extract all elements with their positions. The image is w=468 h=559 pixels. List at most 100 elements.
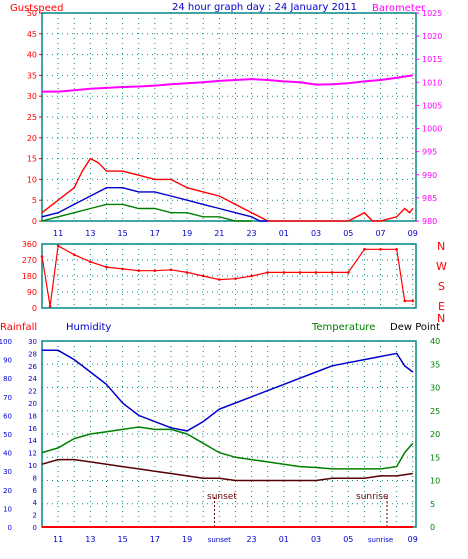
humidity-y-tick: 16	[28, 425, 37, 433]
temp-y-tick: 35	[430, 360, 440, 369]
wind-x-tick: 11	[53, 229, 63, 238]
wind-x-tick: 07	[375, 229, 385, 238]
sunrise-x-tick: sunrise	[368, 536, 393, 544]
barometer-label: Barometer	[372, 3, 426, 14]
direction-point	[169, 268, 173, 272]
temperature-label: Temperature	[311, 322, 375, 333]
compass-w: W	[436, 260, 447, 273]
direction-point	[185, 271, 189, 274]
direction-y-tick: 90	[27, 288, 37, 297]
direction-point	[56, 244, 60, 248]
humidity-label: Humidity	[66, 322, 111, 333]
temp-x-tick: 19	[182, 535, 192, 544]
direction-point	[137, 269, 141, 272]
humidity-y-tick: 22	[28, 388, 37, 396]
rain-y-tick: 0	[8, 524, 12, 532]
temp-y-tick: 30	[430, 384, 440, 393]
sunrise-marker-label: sunrise	[356, 492, 389, 502]
wind-y-tick: 45	[27, 30, 37, 39]
wind-x-tick: 13	[85, 229, 95, 238]
series-windspeed	[41, 186, 268, 222]
compass-n-top: N	[437, 240, 445, 253]
wind-y-tick: 25	[27, 113, 37, 122]
temp-x-tick: 03	[311, 535, 321, 544]
rain-y-tick: 100	[0, 338, 12, 346]
sunset-x-tick: sunset	[208, 536, 231, 544]
humidity-y-tick: 6	[33, 487, 38, 495]
direction-point	[153, 269, 157, 272]
direction-y-tick: 180	[22, 272, 37, 281]
wind-y-tick: 0	[32, 217, 37, 226]
direction-point	[363, 248, 366, 251]
baro-y-tick: 995	[422, 148, 437, 157]
temp-x-tick: 23	[246, 535, 256, 544]
humidity-y-tick: 14	[28, 437, 37, 445]
humidity-y-tick: 10	[28, 462, 37, 470]
humidity-y-tick: 24	[28, 375, 37, 383]
temp-y-tick: 10	[430, 477, 440, 486]
temp-y-tick: 0	[430, 523, 435, 532]
humidity-y-tick: 8	[33, 474, 37, 482]
temp-y-tick: 5	[430, 500, 435, 509]
plot-layer: 0510152025303540455098098599099510001005…	[0, 9, 442, 544]
gustspeed-label: Gustspeed	[10, 3, 63, 14]
humidity-y-tick: 26	[28, 363, 37, 371]
series-humidity	[42, 349, 414, 432]
direction-point	[330, 271, 334, 274]
temp-x-tick: 05	[343, 535, 353, 544]
direction-point	[201, 274, 205, 278]
direction-point	[218, 278, 221, 281]
direction-point	[411, 299, 415, 303]
humidity-y-tick: 18	[28, 412, 37, 420]
chart-title: 24 hour graph day : 24 January 2011	[172, 2, 357, 13]
direction-panel-frame	[41, 243, 417, 309]
wind-y-tick: 30	[27, 92, 37, 101]
rain-y-tick: 30	[3, 468, 12, 476]
direction-point	[298, 271, 302, 274]
wind-x-tick: 15	[118, 229, 128, 238]
wind-x-tick: 19	[182, 229, 192, 238]
direction-y-tick: 270	[22, 256, 37, 265]
humidity-y-tick: 0	[33, 524, 37, 532]
temp-x-tick: 15	[118, 535, 128, 544]
rain-y-tick: 90	[3, 357, 12, 365]
direction-y-tick: 0	[32, 304, 37, 313]
wind-y-tick: 5	[32, 196, 37, 205]
baro-y-tick: 1025	[422, 9, 442, 18]
compass-e: E	[438, 300, 445, 313]
series-wind-direction	[41, 244, 413, 307]
wind-y-tick: 20	[27, 134, 37, 143]
direction-y-tick: 360	[22, 240, 37, 249]
series-gustspeed	[41, 157, 414, 222]
compass-s: S	[438, 280, 445, 293]
series-barometer	[42, 74, 413, 93]
humidity-y-tick: 2	[33, 512, 37, 520]
wind-y-tick: 10	[27, 175, 37, 184]
rain-y-tick: 40	[3, 450, 12, 458]
wind-panel-frame	[41, 12, 417, 222]
wind-x-tick: 17	[150, 229, 160, 238]
wind-x-tick: 05	[343, 229, 353, 238]
direction-point	[48, 304, 52, 308]
temp-x-tick: 01	[279, 535, 289, 544]
baro-y-tick: 980	[422, 217, 437, 226]
baro-y-tick: 990	[422, 171, 437, 180]
humidity-y-tick: 20	[28, 400, 37, 408]
temp-x-tick: 13	[85, 535, 95, 544]
direction-point	[72, 253, 76, 256]
baro-y-tick: 985	[422, 194, 437, 203]
series-average-wind	[41, 203, 252, 222]
rain-y-tick: 20	[3, 487, 12, 495]
wind-y-tick: 35	[27, 71, 37, 80]
humidity-y-tick: 12	[28, 450, 37, 458]
rain-y-tick: 50	[3, 431, 12, 439]
direction-point	[105, 265, 108, 269]
temp-x-tick: 11	[53, 535, 63, 544]
temp-x-tick: 17	[150, 535, 160, 544]
wind-y-tick: 15	[27, 155, 37, 164]
temp-y-tick: 20	[430, 430, 440, 439]
humidity-y-tick: 4	[33, 499, 38, 507]
baro-y-tick: 1015	[422, 55, 442, 64]
